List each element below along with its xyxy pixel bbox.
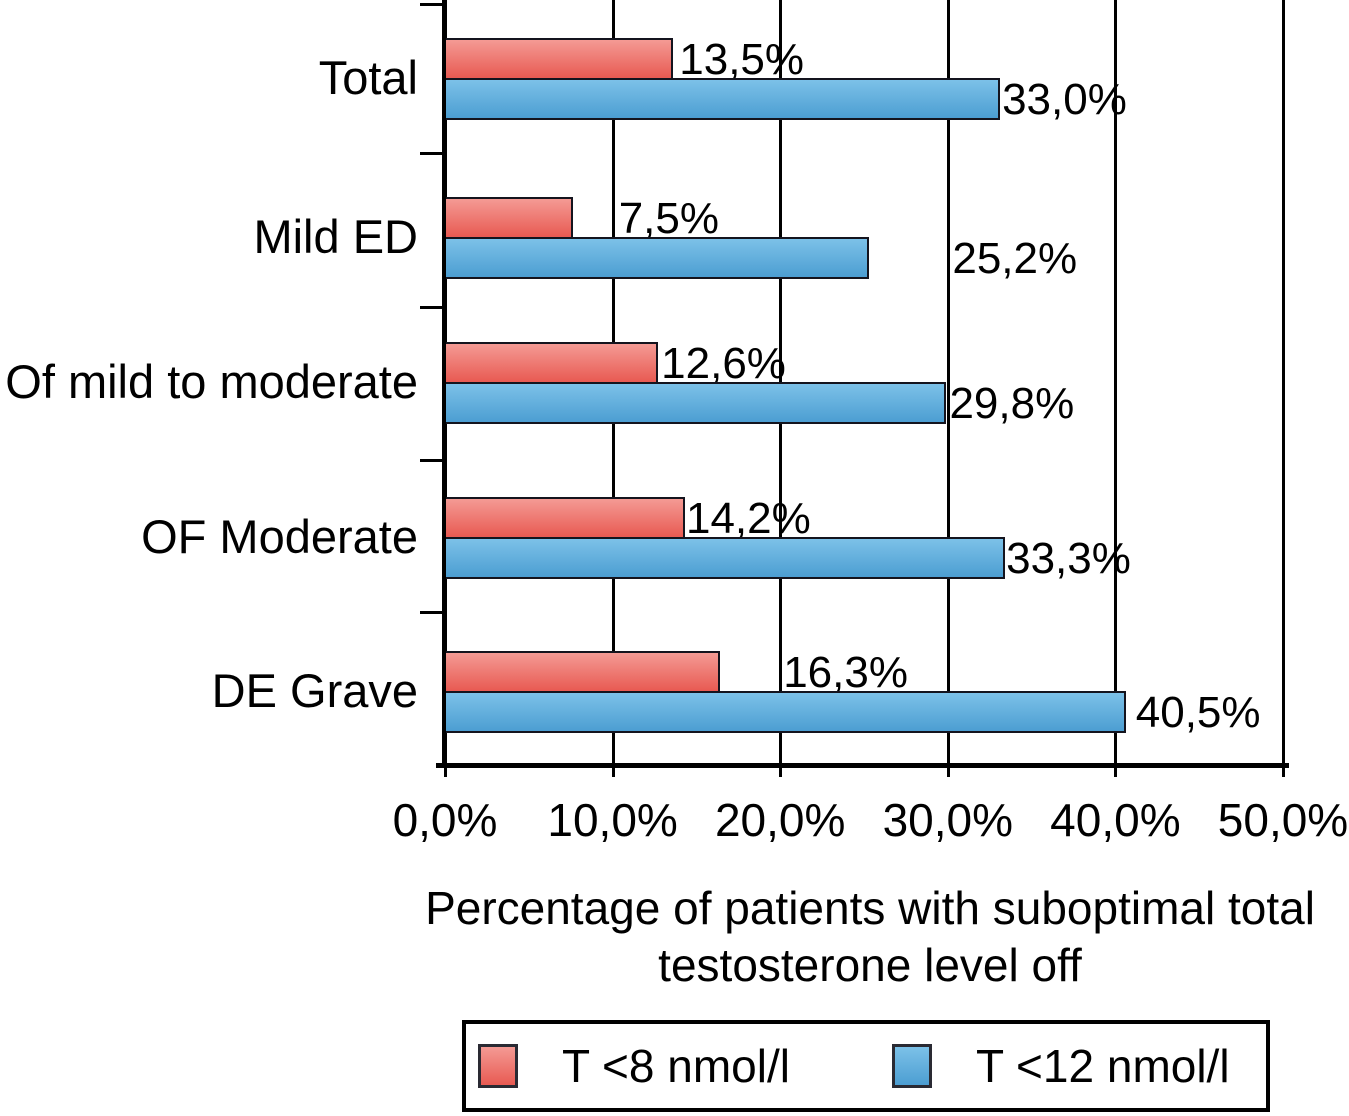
bar-red-4: [444, 651, 721, 693]
category-label-de-grave: DE Grave: [211, 664, 418, 717]
x-tick-label-30,0%: 30,0%: [882, 794, 1014, 846]
x-tick-label-0,0%: 0,0%: [392, 794, 498, 846]
x-tick-mark-50,0%: [1282, 763, 1285, 777]
gridline-30,0%: [946, 0, 950, 763]
category-label-of-moderate: OF Moderate: [141, 510, 418, 563]
bar-blue-1: [444, 237, 870, 279]
x-tick-mark-20,0%: [779, 763, 783, 777]
bar-blue-3: [444, 537, 1006, 579]
bar-red-1: [444, 197, 573, 239]
value-label: 16,3%: [783, 648, 908, 697]
y-tick-mark-0: [420, 3, 442, 6]
category-label-mild-ed: Mild ED: [253, 210, 418, 263]
bar-red-3: [444, 497, 685, 539]
bar-red-0: [444, 38, 674, 80]
bar-blue-0: [444, 78, 1001, 120]
value-label: 7,5%: [618, 194, 719, 243]
legend-swatch-red: [478, 1044, 518, 1088]
bar-blue-4: [444, 691, 1126, 733]
value-label: 29,8%: [949, 379, 1075, 428]
x-axis-title-line1: Percentage of patients with suboptimal t…: [425, 882, 1315, 934]
value-label: 33,3%: [1006, 534, 1131, 583]
legend-label-red: T <8 nmol/l: [562, 1040, 790, 1092]
category-label-total: Total: [318, 51, 418, 104]
x-tick-label-40,0%: 40,0%: [1050, 794, 1181, 846]
x-tick-mark-0,0%: [444, 763, 447, 777]
x-tick-mark-40,0%: [1114, 763, 1118, 777]
gridline-50,0%: [1282, 0, 1285, 763]
x-axis-title: Percentage of patients with suboptimal t…: [390, 880, 1349, 994]
legend-entry-blue: T <12 nmol/l: [892, 1024, 1230, 1108]
legend-entry-red: T <8 nmol/l: [478, 1024, 790, 1108]
x-axis-title-line2: testosterone level off: [658, 939, 1082, 991]
legend: T <8 nmol/l T <12 nmol/l: [462, 1020, 1270, 1112]
gridline-20,0%: [779, 0, 783, 763]
bar-blue-2: [444, 382, 947, 424]
value-label: 33,0%: [1002, 75, 1127, 124]
legend-swatch-blue: [892, 1044, 932, 1088]
x-tick-mark-30,0%: [946, 763, 950, 777]
x-tick-label-10,0%: 10,0%: [547, 794, 678, 846]
x-tick-mark-10,0%: [611, 763, 615, 777]
x-axis-line: [436, 763, 1289, 768]
y-tick-mark-1: [420, 152, 442, 155]
value-label: 13,5%: [679, 35, 805, 84]
legend-label-blue: T <12 nmol/l: [976, 1040, 1230, 1092]
y-tick-mark-4: [420, 611, 442, 614]
bar-red-2: [444, 342, 659, 384]
x-tick-label-50,0%: 50,0%: [1217, 794, 1349, 846]
value-label: 14,2%: [685, 494, 811, 543]
gridline-40,0%: [1114, 0, 1118, 763]
y-axis-line: [442, 0, 446, 765]
x-tick-label-20,0%: 20,0%: [714, 794, 846, 846]
y-tick-mark-2: [420, 306, 442, 309]
category-label-of-mild-to-moderate: Of mild to moderate: [5, 355, 418, 408]
value-label: 12,6%: [661, 339, 786, 388]
y-tick-mark-3: [420, 459, 442, 462]
value-label: 40,5%: [1135, 688, 1261, 737]
value-label: 25,2%: [952, 234, 1078, 283]
